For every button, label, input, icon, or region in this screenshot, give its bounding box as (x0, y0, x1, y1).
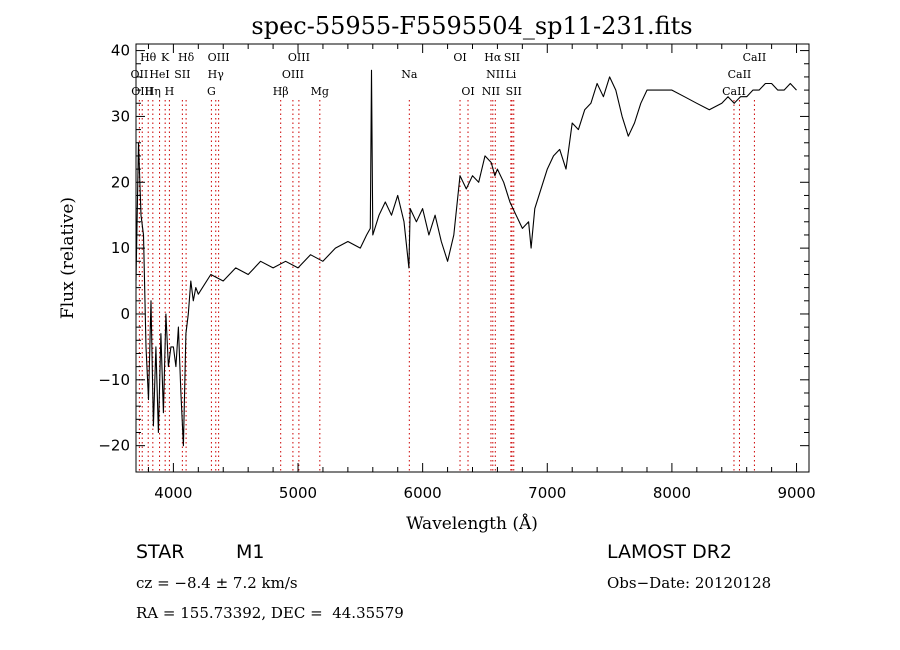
spectrum-line (135, 69, 797, 447)
line-marker-label: Mg (311, 85, 329, 98)
line-marker-label: Hθ (140, 51, 157, 64)
observation-date: Obs−Date: 20120128 (607, 574, 772, 592)
line-marker-label: Hδ (178, 51, 195, 64)
line-marker-label: CaII (722, 85, 746, 98)
line-marker-label: Hα (484, 51, 502, 64)
line-marker-label: SII (506, 85, 522, 98)
line-marker-label: OI (453, 51, 466, 64)
line-marker-label: OIII (131, 85, 153, 98)
line-marker-label: OIII (208, 51, 230, 64)
y-tick-label: −10 (98, 371, 130, 389)
coordinates: RA = 155.73392, DEC = 44.35579 (136, 604, 404, 622)
line-marker-label: SII (174, 68, 190, 81)
line-marker-label: H (165, 85, 175, 98)
x-tick-label: 4000 (154, 484, 192, 502)
y-axis-label: Flux (relative) (58, 197, 78, 319)
x-tick-label: 6000 (404, 484, 442, 502)
x-tick-label: 7000 (528, 484, 566, 502)
line-marker-label: OII (131, 68, 149, 81)
line-marker-label: Hγ (208, 68, 225, 81)
line-marker-label: NII (482, 85, 500, 98)
y-tick-label: 40 (111, 42, 130, 60)
object-class: STAR (136, 541, 185, 563)
line-marker-label: NII (486, 68, 504, 81)
line-marker-label: OIII (288, 51, 310, 64)
x-axis-label: Wavelength (Å) (406, 513, 538, 534)
x-tick-label: 8000 (653, 484, 691, 502)
chart-title: spec-55955-F5595504_sp11-231.fits (251, 12, 692, 40)
x-axis-ticks: 4000 5000 6000 7000 8000 9000 (147, 44, 816, 502)
line-marker-label: Na (401, 68, 418, 81)
line-marker-label: CaII (728, 68, 752, 81)
x-tick-label: 5000 (279, 484, 317, 502)
object-subclass: M1 (236, 541, 265, 563)
y-tick-label: 20 (111, 173, 130, 191)
line-marker-label: K (161, 51, 170, 64)
line-marker-label: CaII (743, 51, 767, 64)
y-tick-label: 0 (120, 305, 130, 323)
y-tick-label: −20 (98, 437, 130, 455)
y-tick-label: 30 (111, 107, 130, 125)
x-tick-label: 9000 (777, 484, 815, 502)
plot-frame (135, 43, 810, 473)
y-tick-label: 10 (111, 239, 130, 257)
line-marker-label: Li (505, 68, 516, 81)
line-marker-label: OIII (282, 68, 304, 81)
line-marker-label: OI (461, 85, 474, 98)
spectral-line-markers: Hθ OII OIII K HeI SII Hη H Hδ OIII Hγ G OIII OIII Hβ Mg… (131, 51, 767, 472)
line-marker-label: Hη (145, 85, 161, 98)
redshift-cz: cz = −8.4 ± 7.2 km/s (136, 574, 298, 592)
line-marker-label: G (207, 85, 216, 98)
survey-name: LAMOST DR2 (607, 541, 732, 563)
y-axis-ticks: −20 −10 0 10 20 30 40 (98, 42, 809, 455)
line-marker-label: SII (504, 51, 520, 64)
line-marker-label: HeI (149, 68, 169, 81)
line-marker-label: Hβ (273, 85, 289, 98)
